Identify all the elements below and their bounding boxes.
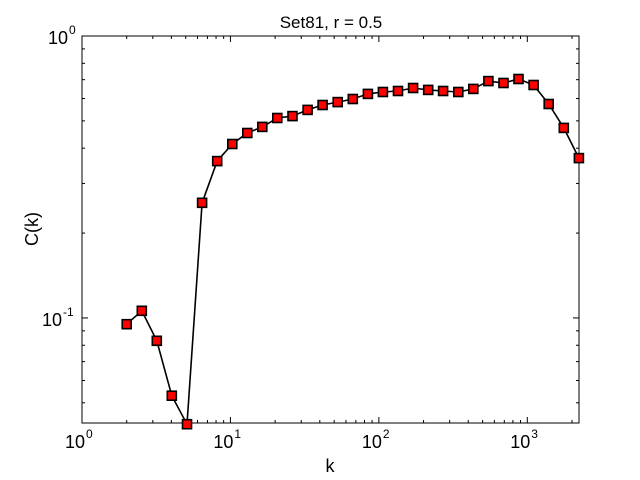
data-point-marker — [513, 73, 524, 85]
data-point-marker — [407, 82, 419, 94]
x-tick-label: 10 2 — [362, 427, 390, 452]
data-point-marker — [136, 305, 148, 317]
y-axis-label: C(k) — [22, 212, 42, 246]
y-tick-label: 10 -1 — [42, 305, 74, 330]
data-markers — [121, 73, 585, 430]
data-point-marker — [151, 335, 163, 347]
data-point-marker — [211, 155, 223, 167]
data-point-marker — [573, 152, 585, 164]
svg-text:10: 10 — [362, 432, 382, 452]
data-point-marker — [392, 85, 404, 97]
svg-text:10: 10 — [510, 432, 530, 452]
svg-text:10: 10 — [213, 432, 233, 452]
chart-title: Set81, r = 0.5 — [280, 13, 383, 32]
data-point-marker — [242, 127, 253, 139]
data-point-marker — [528, 79, 539, 91]
data-point-marker — [332, 96, 344, 108]
data-point-marker — [467, 83, 479, 95]
x-tick-label: 10 0 — [65, 427, 93, 452]
svg-text:10: 10 — [65, 432, 85, 452]
x-tick-label: 10 3 — [510, 427, 538, 452]
data-point-marker — [287, 110, 298, 122]
data-point-marker — [377, 86, 389, 98]
svg-text:0: 0 — [86, 427, 93, 441]
data-point-marker — [422, 84, 434, 96]
data-point-marker — [452, 86, 464, 98]
data-point-marker — [227, 138, 238, 150]
data-point-marker — [196, 197, 208, 209]
data-point-marker — [271, 112, 283, 124]
data-point-marker — [543, 98, 555, 110]
data-point-marker — [302, 104, 313, 116]
x-tick-label: 10 1 — [213, 427, 241, 452]
data-point-marker — [166, 390, 178, 402]
svg-text:-1: -1 — [63, 305, 74, 319]
svg-text:10: 10 — [42, 310, 62, 330]
data-point-marker — [121, 318, 132, 330]
x-tick-labels: 10 0 10 1 10 2 10 3 — [65, 427, 538, 452]
svg-text:1: 1 — [234, 427, 241, 441]
data-point-marker — [437, 85, 449, 97]
data-point-marker — [362, 88, 374, 100]
plot-area — [81, 35, 580, 424]
x-axis-label: k — [326, 456, 336, 476]
y-tick-label: 10 0 — [48, 23, 76, 48]
data-point-marker — [558, 122, 570, 134]
svg-text:10: 10 — [48, 28, 68, 48]
data-point-marker — [347, 93, 359, 105]
svg-text:3: 3 — [531, 427, 538, 441]
svg-text:2: 2 — [383, 427, 390, 441]
svg-text:0: 0 — [69, 23, 76, 37]
data-point-marker — [181, 418, 193, 430]
data-point-marker — [498, 77, 509, 89]
axis-ticks — [81, 35, 579, 423]
data-point-marker — [483, 75, 494, 87]
data-point-marker — [317, 99, 328, 111]
data-point-marker — [256, 121, 268, 133]
